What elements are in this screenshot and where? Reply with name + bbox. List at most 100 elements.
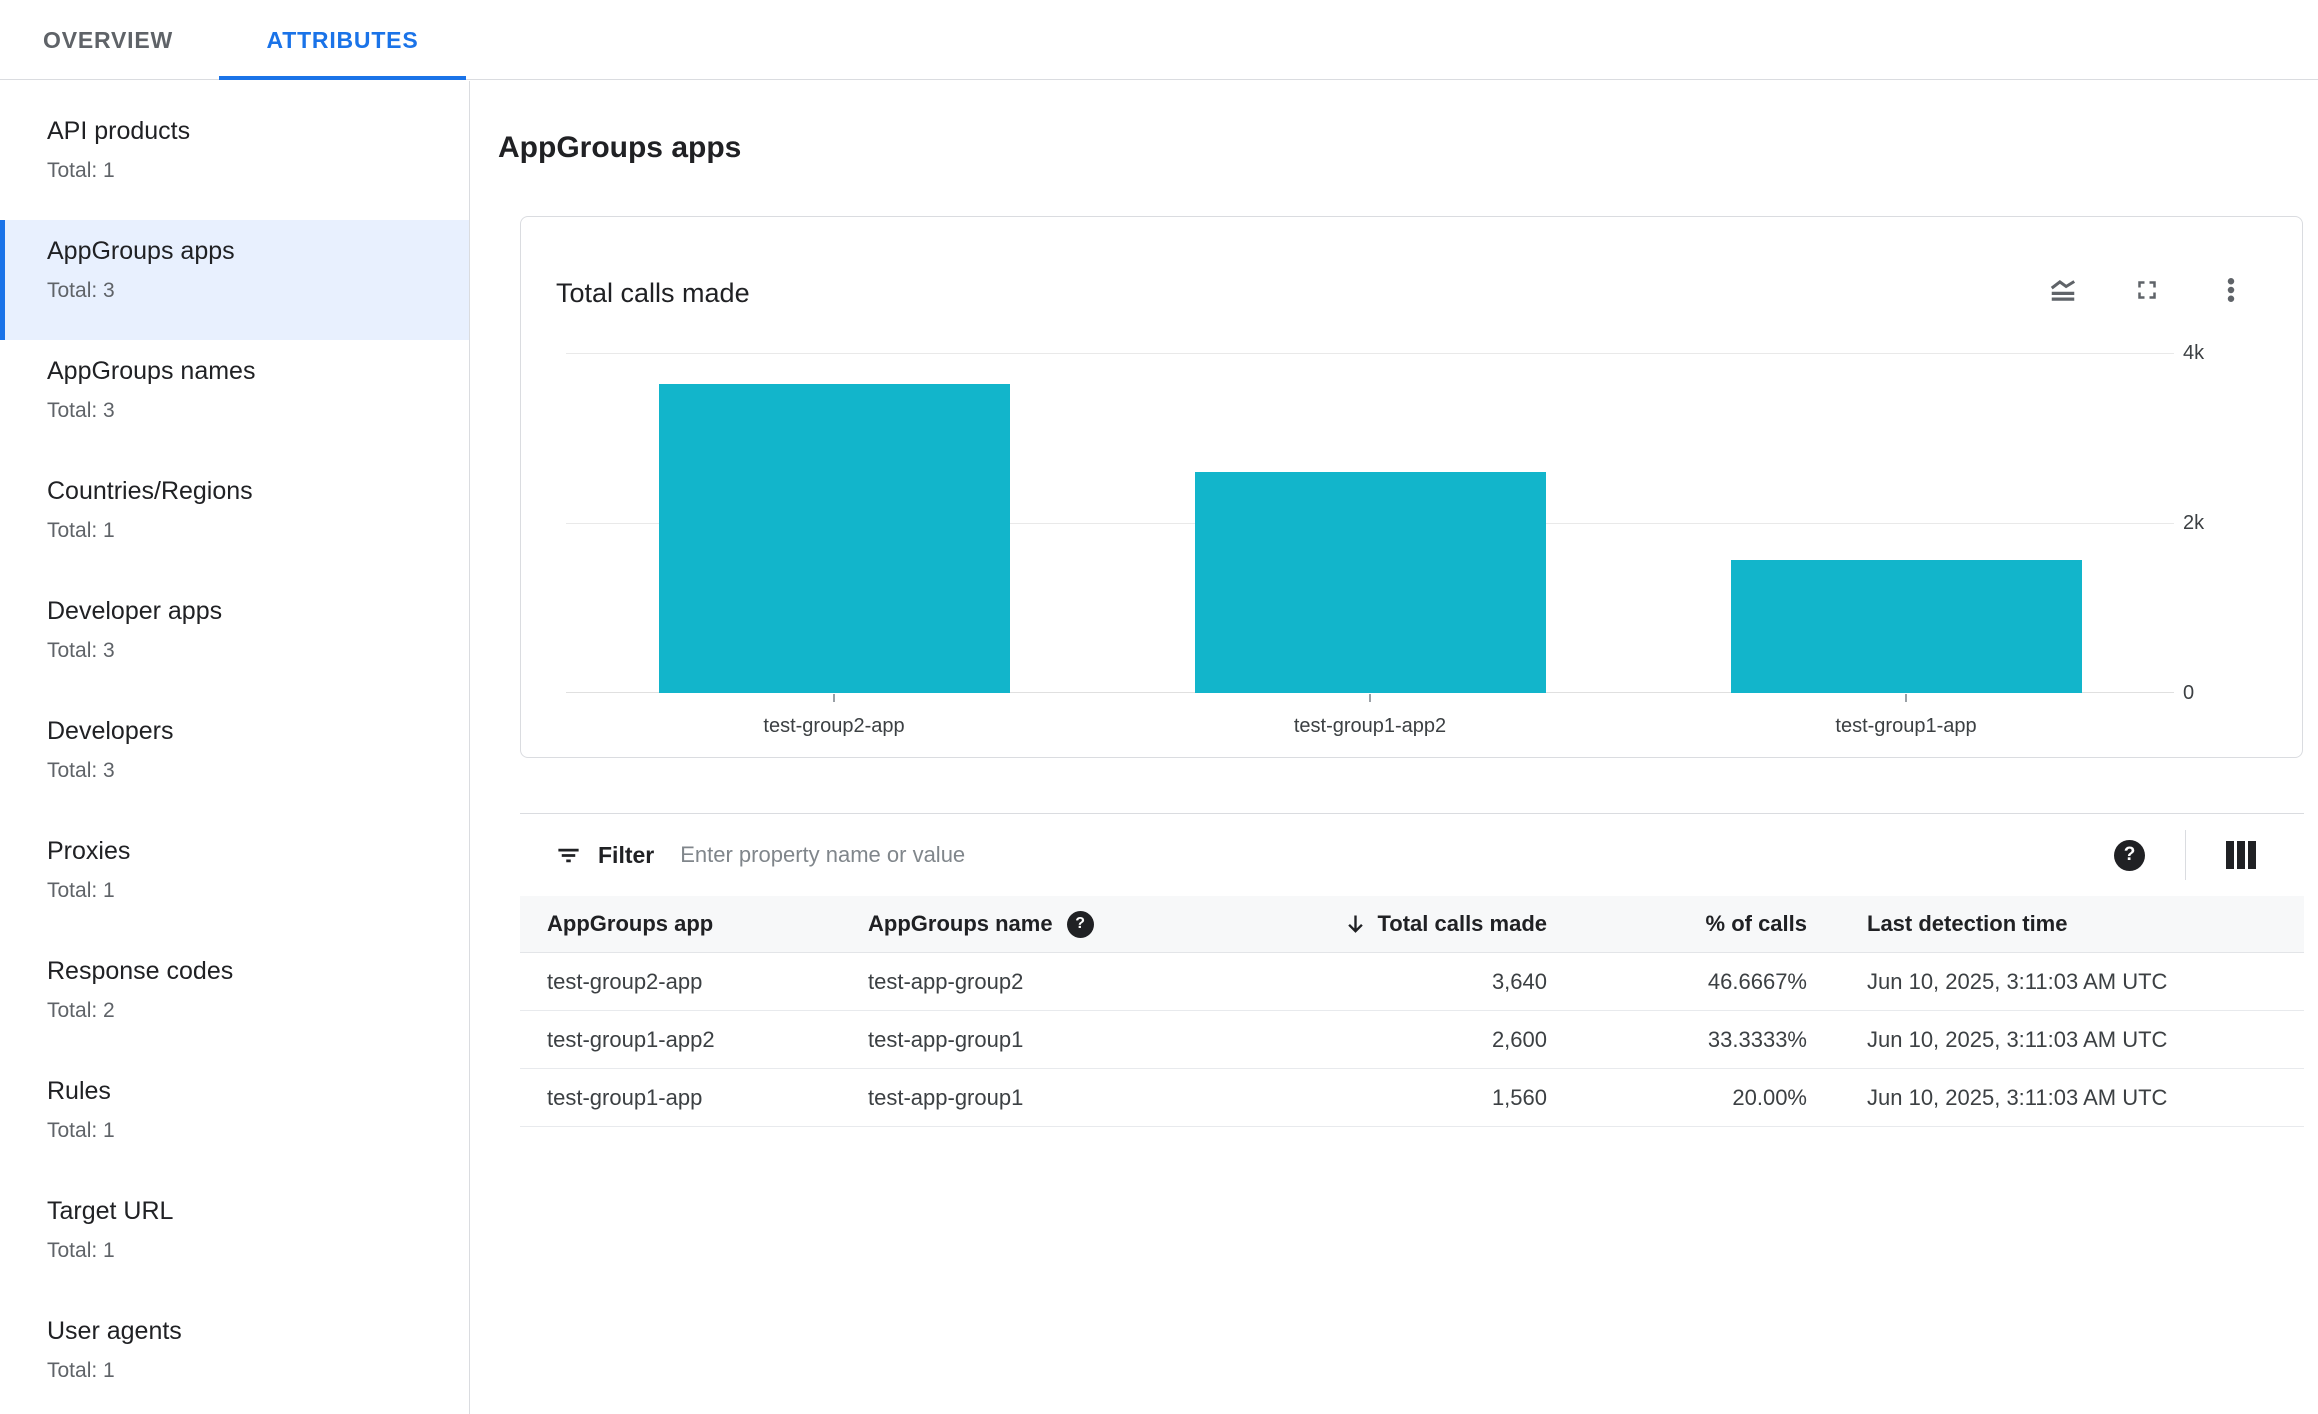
col-header-total-calls-label: Total calls made [1377, 911, 1547, 936]
table-row[interactable]: test-group1-app2 test-app-group1 2,600 3… [520, 1011, 2304, 1069]
sidebar-item-total: Total: 1 [47, 519, 115, 542]
cell-last-detection: Jun 10, 2025, 3:11:03 AM UTC [1867, 1026, 2168, 1052]
cell-last-detection: Jun 10, 2025, 3:11:03 AM UTC [1867, 968, 2168, 994]
tab-bar: OVERVIEW ATTRIBUTES [0, 0, 2318, 80]
axis-tick [833, 694, 835, 702]
sidebar-item-developer-apps[interactable]: Developer apps Total: 3 [0, 580, 469, 700]
sidebar-item-total: Total: 1 [47, 1119, 115, 1142]
sidebar-item-total: Total: 3 [47, 399, 115, 422]
filter-row: Filter ? [520, 814, 2304, 896]
chart-x-labels: test-group2-app test-group1-app2 test-grou… [566, 713, 2174, 743]
cell-appgroups-app: test-group1-app [547, 1084, 703, 1110]
sidebar-item-countries-regions[interactable]: Countries/Regions Total: 1 [0, 460, 469, 580]
sidebar-item-total: Total: 1 [47, 159, 115, 182]
chart-bar[interactable] [1731, 560, 2082, 693]
sidebar: API products Total: 1 AppGroups apps Tot… [0, 81, 470, 1414]
sidebar-item-developers[interactable]: Developers Total: 3 [0, 700, 469, 820]
sidebar-item-proxies[interactable]: Proxies Total: 1 [0, 820, 469, 940]
cell-pct-calls: 33.3333% [1707, 1026, 1807, 1052]
chart-plot [566, 353, 2174, 693]
more-options-icon[interactable] [2215, 274, 2247, 306]
chart-type-icon[interactable] [2047, 274, 2079, 306]
sidebar-item-user-agents[interactable]: User agents Total: 1 [0, 1300, 469, 1414]
help-icon[interactable]: ? [1066, 910, 1094, 938]
sidebar-item-total: Total: 3 [47, 639, 115, 662]
sidebar-item-total: Total: 1 [47, 1359, 115, 1382]
y-axis-label: 0 [2183, 682, 2195, 704]
tab-attributes[interactable]: ATTRIBUTES [219, 0, 466, 80]
tab-attributes-label: ATTRIBUTES [266, 26, 419, 53]
sidebar-item-appgroups-names[interactable]: AppGroups names Total: 3 [0, 340, 469, 460]
sidebar-item-label: AppGroups apps [47, 237, 235, 265]
sidebar-item-rules[interactable]: Rules Total: 1 [0, 1060, 469, 1180]
x-axis-label: test-group1-app2 [1293, 715, 1447, 737]
chart-bars [566, 353, 2174, 693]
gridline [566, 353, 2174, 354]
filter-icon [555, 842, 582, 869]
sidebar-item-label: AppGroups names [47, 357, 256, 385]
main-content: AppGroups apps Total calls made [470, 81, 2318, 1414]
y-axis-label: 2k [2183, 512, 2205, 534]
active-tab-underline [219, 76, 466, 80]
col-header-appgroups-name-label: AppGroups name [868, 911, 1053, 936]
chart-axis-ticks [566, 694, 2174, 702]
col-header-appgroups-name[interactable]: AppGroups name ? [868, 910, 1268, 938]
axis-tick [1905, 694, 1907, 702]
sidebar-item-api-products[interactable]: API products Total: 1 [0, 100, 469, 220]
sidebar-item-label: Developer apps [47, 597, 223, 625]
cell-total-calls: 3,640 [1491, 968, 1547, 994]
filter-label: Filter [598, 841, 655, 868]
sidebar-item-label: Rules [47, 1077, 111, 1105]
table-header-row: AppGroups app AppGroups name ? Total cal… [520, 896, 2304, 953]
sort-desc-icon [1342, 911, 1369, 938]
sidebar-item-appgroups-apps[interactable]: AppGroups apps Total: 3 [0, 220, 469, 340]
sidebar-item-label: Proxies [47, 837, 131, 865]
x-axis-label: test-group2-app [763, 715, 905, 737]
col-header-last-detection[interactable]: Last detection time [1867, 911, 2068, 936]
sidebar-item-total: Total: 3 [47, 759, 115, 782]
help-icon[interactable]: ? [2114, 839, 2145, 871]
sidebar-item-target-url[interactable]: Target URL Total: 1 [0, 1180, 469, 1300]
sidebar-item-label: User agents [47, 1317, 182, 1345]
sidebar-item-label: Countries/Regions [47, 477, 253, 505]
filter-divider [2185, 830, 2186, 880]
col-header-appgroups-app[interactable]: AppGroups app [547, 911, 714, 936]
sidebar-item-response-codes[interactable]: Response codes Total: 2 [0, 940, 469, 1060]
axis-tick [1369, 694, 1371, 702]
sidebar-item-label: Developers [47, 717, 174, 745]
sidebar-item-total: Total: 3 [47, 279, 115, 302]
cell-total-calls: 2,600 [1491, 1026, 1547, 1052]
y-axis-label: 4k [2183, 342, 2205, 364]
fullscreen-icon[interactable] [2131, 274, 2163, 306]
cell-appgroups-name: test-app-group1 [868, 1084, 1024, 1110]
chart-bar[interactable] [659, 384, 1010, 693]
sidebar-item-total: Total: 2 [47, 999, 115, 1022]
table-row[interactable]: test-group1-app test-app-group1 1,560 20… [520, 1069, 2304, 1127]
x-axis-label: test-group1-app [1835, 715, 1977, 737]
cell-total-calls: 1,560 [1491, 1084, 1547, 1110]
cell-appgroups-app: test-group2-app [547, 968, 703, 994]
sidebar-item-label: API products [47, 117, 191, 145]
col-header-total-calls[interactable]: Total calls made [1268, 911, 1547, 938]
cell-pct-calls: 46.6667% [1707, 968, 1807, 994]
cell-appgroups-app: test-group1-app2 [547, 1026, 715, 1052]
chart-bar[interactable] [1195, 472, 1546, 693]
chart-card-actions [2047, 274, 2247, 306]
page-title: AppGroups apps [498, 131, 742, 164]
table-row[interactable]: test-group2-app test-app-group2 3,640 46… [520, 953, 2304, 1011]
sidebar-item-label: Target URL [47, 1197, 174, 1225]
cell-pct-calls: 20.00% [1732, 1084, 1807, 1110]
sidebar-item-label: Response codes [47, 957, 234, 985]
chart-card: Total calls made [520, 216, 2303, 758]
sidebar-item-total: Total: 1 [47, 879, 115, 902]
cell-appgroups-name: test-app-group2 [868, 968, 1024, 994]
col-header-pct-calls[interactable]: % of calls [1705, 911, 1807, 936]
chart-card-title: Total calls made [556, 278, 750, 308]
filter-input[interactable] [678, 841, 2114, 869]
cell-appgroups-name: test-app-group1 [868, 1026, 1024, 1052]
sidebar-item-total: Total: 1 [47, 1239, 115, 1262]
table-section: Filter ? AppGroups app AppGroups name ? [520, 813, 2304, 1127]
tab-overview[interactable]: OVERVIEW [43, 26, 173, 53]
column-settings-icon[interactable] [2226, 841, 2256, 869]
cell-last-detection: Jun 10, 2025, 3:11:03 AM UTC [1867, 1084, 2168, 1110]
